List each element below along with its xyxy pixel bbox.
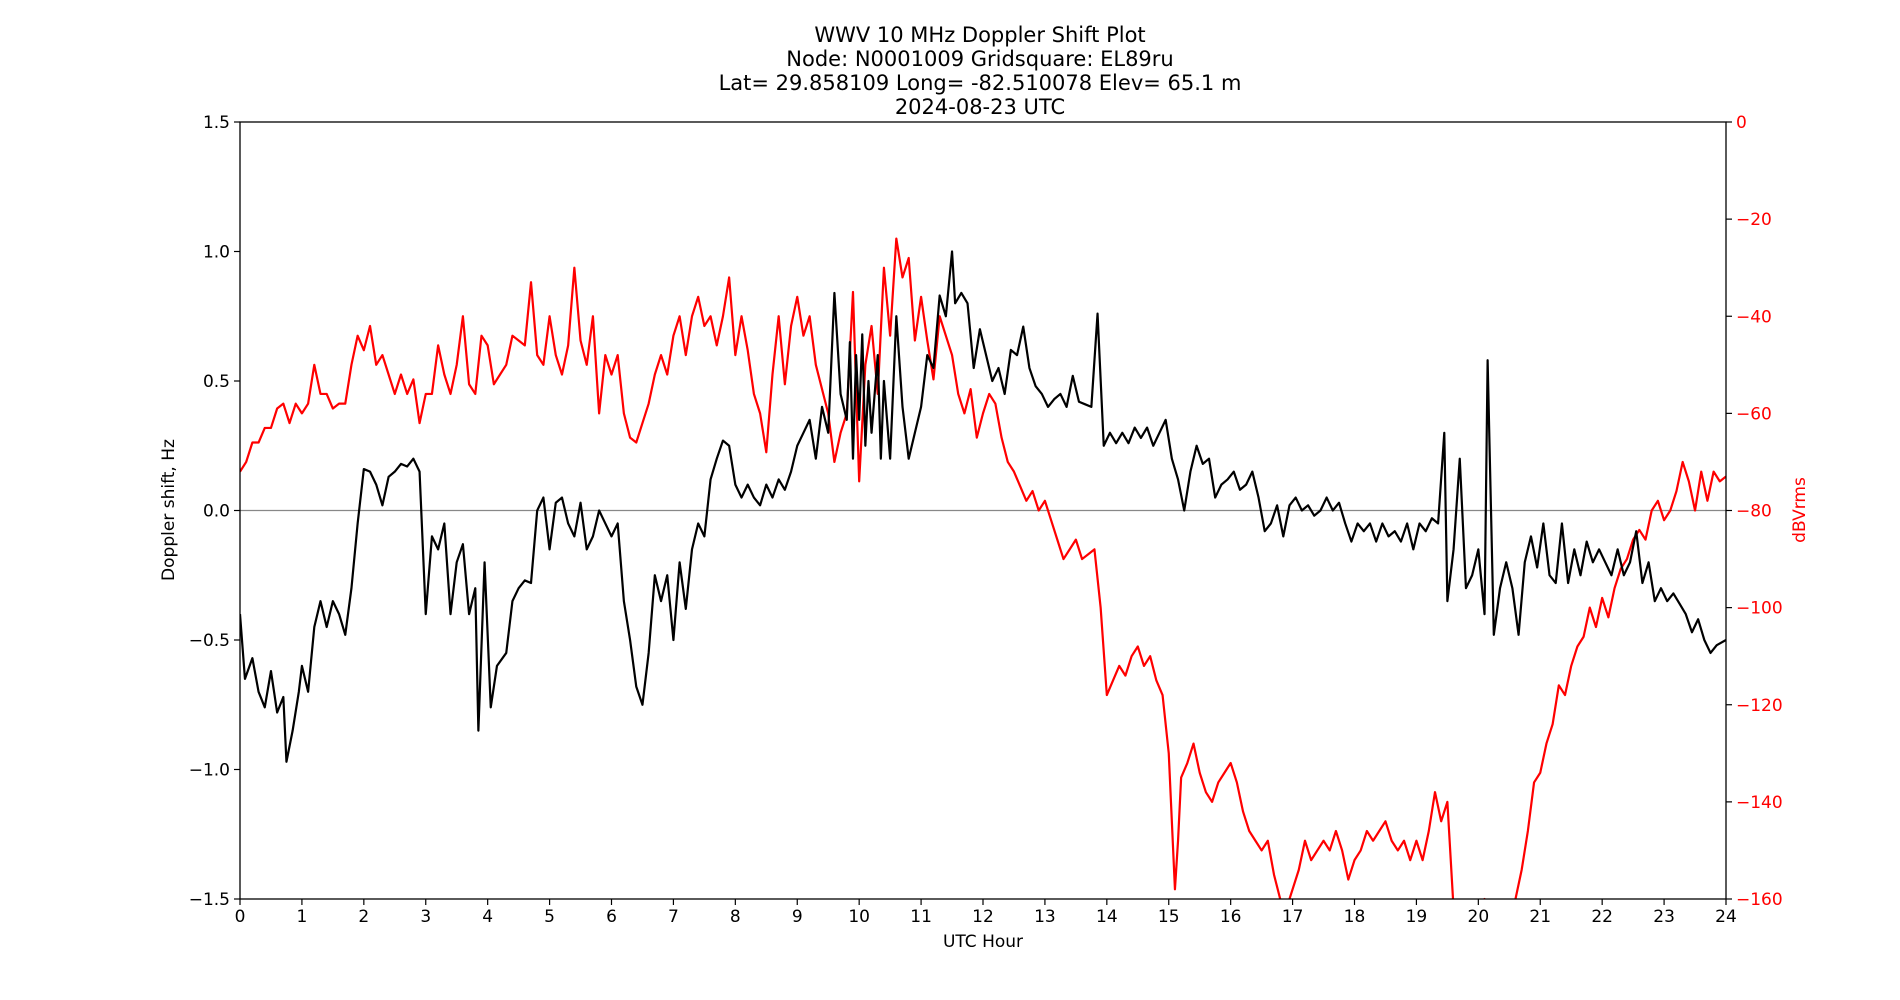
right-tick-label: −60 <box>1736 404 1772 424</box>
x-tick-label: 5 <box>544 907 555 927</box>
x-tick-label: 23 <box>1653 907 1675 927</box>
title-line-4: 2024-08-23 UTC <box>895 95 1065 119</box>
x-tick-label: 24 <box>1715 907 1737 927</box>
x-tick-label: 4 <box>482 907 493 927</box>
x-tick-label: 20 <box>1468 907 1490 927</box>
x-tick-label: 0 <box>235 907 246 927</box>
series-group <box>240 237 1726 899</box>
x-tick-label: 1 <box>297 907 308 927</box>
right-y-axis-label: dBVrms <box>1790 477 1810 543</box>
right-tick-label: −140 <box>1736 793 1783 813</box>
right-tick-label: −120 <box>1736 696 1783 716</box>
left-tick-label: −0.5 <box>189 631 230 651</box>
right-tick-label: −80 <box>1736 502 1772 522</box>
title-line-1: WWV 10 MHz Doppler Shift Plot <box>814 23 1145 47</box>
right-tick-label: −160 <box>1736 890 1783 910</box>
x-tick-label: 15 <box>1158 907 1180 927</box>
x-tick-label: 22 <box>1591 907 1613 927</box>
x-tick-label: 16 <box>1220 907 1242 927</box>
left-tick-label: 1.5 <box>203 113 230 133</box>
chart-title: WWV 10 MHz Doppler Shift Plot Node: N000… <box>719 23 1242 119</box>
right-tick-label: −100 <box>1736 599 1783 619</box>
left-y-axis: −1.5 −1.0 −0.5 0.0 0.5 1.0 1.5 <box>189 113 240 910</box>
right-tick-label: −20 <box>1736 210 1772 230</box>
x-tick-label: 17 <box>1282 907 1304 927</box>
x-tick-label: 2 <box>358 907 369 927</box>
left-tick-label: −1.0 <box>189 761 230 781</box>
left-tick-label: 0.0 <box>203 502 230 522</box>
x-tick-label: 14 <box>1096 907 1118 927</box>
x-tick-label: 10 <box>848 907 870 927</box>
x-tick-label: 13 <box>1034 907 1056 927</box>
x-tick-label: 19 <box>1406 907 1428 927</box>
x-tick-label: 18 <box>1344 907 1366 927</box>
right-tick-label: 0 <box>1736 113 1747 133</box>
right-y-axis: −160 −140 −120 −100 −80 −60 −40 −20 0 <box>1726 113 1783 910</box>
x-tick-label: 9 <box>792 907 803 927</box>
left-tick-label: −1.5 <box>189 890 230 910</box>
doppler-series-line <box>240 250 1726 763</box>
x-axis-label: UTC Hour <box>943 932 1023 952</box>
x-tick-label: 3 <box>420 907 431 927</box>
left-y-axis-label: Doppler shift, Hz <box>159 439 179 581</box>
x-tick-label: 21 <box>1529 907 1551 927</box>
x-tick-label: 7 <box>668 907 679 927</box>
x-tick-label: 12 <box>972 907 994 927</box>
x-tick-label: 11 <box>910 907 932 927</box>
right-tick-label: −40 <box>1736 307 1772 327</box>
x-tick-label: 8 <box>730 907 741 927</box>
left-tick-label: 0.5 <box>203 372 230 392</box>
left-tick-label: 1.0 <box>203 243 230 263</box>
power-series-line <box>240 237 1726 899</box>
x-axis: 0 1 2 3 4 5 6 7 8 9 10 11 12 13 14 15 16 17 18 19 20 21 22 23 24 <box>235 899 1737 927</box>
title-line-2: Node: N0001009 Gridsquare: EL89ru <box>786 47 1173 71</box>
title-line-3: Lat= 29.858109 Long= -82.510078 Elev= 65… <box>719 71 1242 95</box>
x-tick-label: 6 <box>606 907 617 927</box>
